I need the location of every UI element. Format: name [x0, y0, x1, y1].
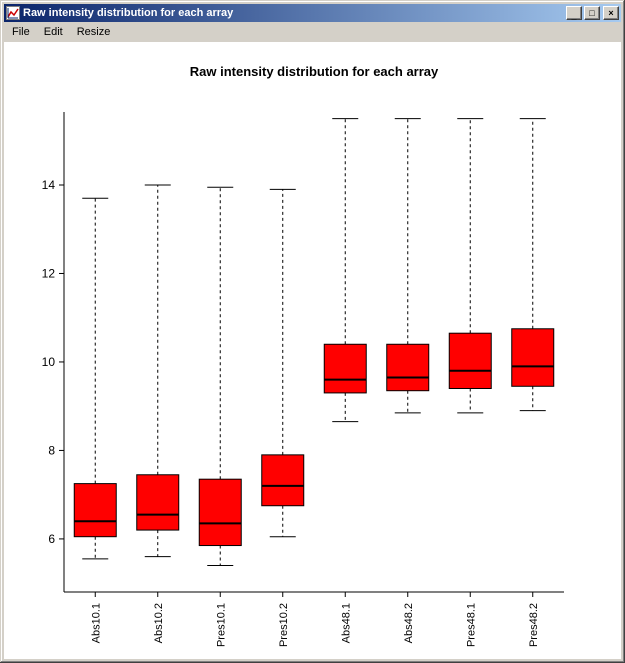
- close-button[interactable]: ×: [603, 6, 619, 20]
- boxplot-box: [261, 454, 305, 507]
- y-tick-label: 6: [48, 532, 55, 546]
- boxplot-box: [198, 478, 242, 547]
- menu-edit[interactable]: Edit: [43, 26, 63, 38]
- window-title: Raw intensity distribution for each arra…: [23, 7, 234, 19]
- y-tick-label: 10: [42, 355, 56, 369]
- y-tick-label: 12: [42, 266, 56, 280]
- window-icon: [6, 6, 20, 20]
- x-tick-label: Pres48.1: [465, 603, 477, 647]
- menu-file[interactable]: File: [12, 26, 30, 38]
- maximize-button[interactable]: □: [584, 6, 600, 20]
- boxplot-box: [448, 332, 492, 389]
- plot-device: Raw intensity distribution for each arra…: [4, 42, 621, 659]
- x-tick-label: Abs10.2: [153, 603, 165, 643]
- window-controls: _ □ ×: [566, 6, 619, 21]
- y-tick-label: 8: [48, 443, 55, 457]
- boxplot-box: [386, 343, 430, 392]
- minimize-button[interactable]: _: [566, 6, 582, 21]
- boxplot-box: [323, 343, 367, 394]
- boxplot-box: [73, 483, 117, 538]
- x-tick-label: Pres10.1: [215, 603, 227, 647]
- chart-title: Raw intensity distribution for each arra…: [190, 64, 439, 79]
- boxplot-box: [511, 328, 555, 387]
- y-tick-label: 14: [42, 178, 56, 192]
- menu-bar: File Edit Resize: [4, 22, 621, 42]
- x-tick-label: Pres48.2: [528, 603, 540, 647]
- x-tick-label: Abs10.1: [90, 603, 102, 643]
- boxplot-chart: Raw intensity distribution for each arra…: [42, 64, 564, 647]
- title-bar[interactable]: Raw intensity distribution for each arra…: [4, 4, 621, 22]
- menu-resize[interactable]: Resize: [76, 26, 111, 38]
- x-tick-label: Abs48.1: [340, 603, 352, 643]
- x-tick-label: Pres10.2: [278, 603, 290, 647]
- x-tick-label: Abs48.2: [403, 603, 415, 643]
- boxplot-box: [136, 474, 180, 531]
